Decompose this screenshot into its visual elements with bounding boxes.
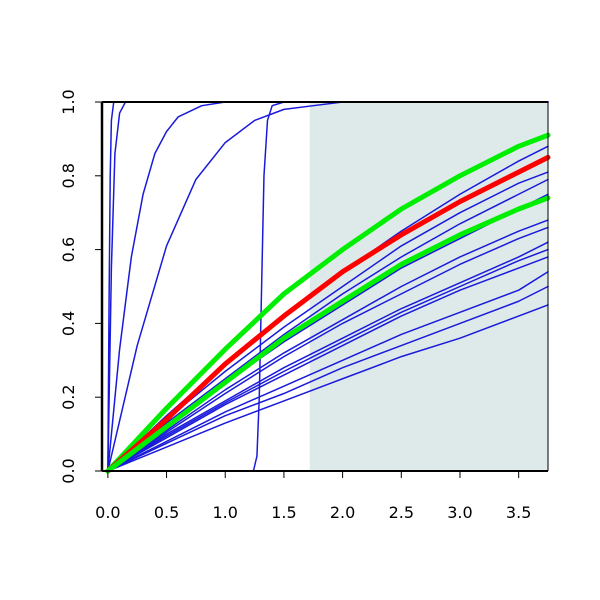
y-tick-label: 0.6 xyxy=(59,237,78,262)
y-tick-label: 0.8 xyxy=(59,163,78,188)
x-tick-label: 3.5 xyxy=(506,503,531,522)
x-axis: 0.0 0.5 1.0 1.5 2.0 2.5 3.0 3.5 xyxy=(95,471,531,522)
series-line-20 xyxy=(105,195,551,474)
y-tick-label: 0.0 xyxy=(59,458,78,483)
y-axis: 0.0 0.2 0.4 0.6 0.8 1.0 xyxy=(59,89,102,484)
series-line-14 xyxy=(107,256,549,472)
series-line-18 xyxy=(105,132,551,474)
series-line-8 xyxy=(107,178,549,472)
plot-frame xyxy=(100,101,549,472)
x-tick-label: 2.0 xyxy=(330,503,355,522)
x-tick-label: 0.0 xyxy=(95,503,120,522)
series-line-3 xyxy=(107,101,549,472)
series-line-12 xyxy=(107,241,549,472)
series-line-11 xyxy=(107,226,549,472)
x-tick-label: 2.5 xyxy=(389,503,414,522)
series-line-19 xyxy=(105,154,551,474)
series-line-16 xyxy=(107,285,549,472)
series-line-5 xyxy=(107,101,549,472)
x-tick-label: 0.5 xyxy=(154,503,179,522)
y-tick-label: 0.4 xyxy=(59,311,78,336)
series-line-13 xyxy=(107,248,549,472)
x-tick-label: 1.5 xyxy=(271,503,296,522)
y-tick-label: 0.2 xyxy=(59,384,78,409)
shaded-region xyxy=(309,102,548,471)
series-line-4 xyxy=(107,101,549,472)
series-line-17 xyxy=(107,304,549,472)
y-tick-label: 1.0 xyxy=(59,89,78,114)
series-layer xyxy=(105,101,551,474)
x-tick-label: 1.0 xyxy=(213,503,238,522)
series-line-10 xyxy=(107,219,549,472)
x-tick-label: 3.0 xyxy=(447,503,472,522)
series-line-15 xyxy=(107,270,549,472)
